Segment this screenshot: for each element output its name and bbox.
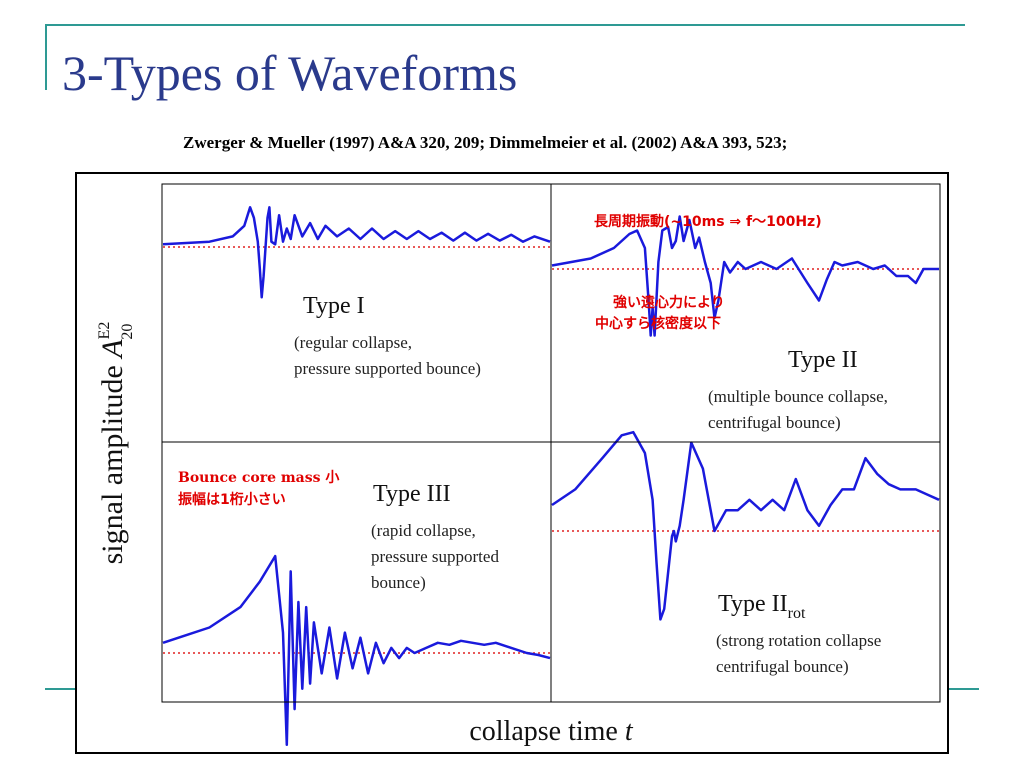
panel-desc-type-3-0: (rapid collapse, <box>371 521 476 540</box>
figure-frame: Type I (regular collapse, pressure suppor… <box>75 172 949 754</box>
bottom-right-accent-line <box>949 688 979 690</box>
panel-label-type-2-rot: Type IIrot <box>718 591 806 622</box>
waveform-type-2-0 <box>551 215 939 337</box>
top-accent-line <box>45 24 965 26</box>
left-accent-line <box>45 24 47 90</box>
waveform-figure: Type I (regular collapse, pressure suppor… <box>96 183 941 747</box>
x-axis-label: collapse time t <box>469 716 634 747</box>
panel-desc-type-1-1: pressure supported bounce) <box>294 359 481 378</box>
panel-type-2: Type II (multiple bounce collapse, centri… <box>551 215 939 432</box>
panel-label-type-2: Type II <box>788 347 858 373</box>
annotation-centrifugal-2: 中心すら核密度以下 <box>595 315 721 332</box>
panel-type-3: Type III (rapid collapse, pressure suppor… <box>162 481 551 747</box>
annotation-type3-1: Bounce core mass 小 <box>178 470 339 486</box>
waveform-type-1-0 <box>162 206 551 299</box>
y-axis-label: signal amplitude AE2 20 <box>96 322 136 565</box>
panel-type-2-rot: Type IIrot (strong rotation collapse cent… <box>551 430 940 676</box>
annotation-period: 長周期振動(~10ms ⇒ f～100Hz) <box>594 213 822 230</box>
panel-desc-type-1-0: (regular collapse, <box>294 333 412 352</box>
annotation-type3-2: 振幅は1桁小さい <box>178 491 286 508</box>
panel-desc-type-3-1: pressure supported <box>371 547 499 566</box>
panel-type-1: Type I (regular collapse, pressure suppor… <box>162 206 551 378</box>
bottom-left-accent-line <box>45 688 75 690</box>
waveform-type-3-0 <box>162 554 551 747</box>
panel-label-type-3: Type III <box>373 481 451 507</box>
annotation-centrifugal-1: 強い遠心力により <box>613 294 725 311</box>
panel-label-type-1: Type I <box>303 293 365 319</box>
panel-desc-type-2-0: (multiple bounce collapse, <box>708 387 888 406</box>
waveform-type-2-rot-0 <box>551 430 940 621</box>
panel-desc-type-2-rot-1: centrifugal bounce) <box>716 657 849 676</box>
citation: Zwerger & Mueller (1997) A&A 320, 209; D… <box>183 133 788 152</box>
slide-title: 3-Types of Waveforms <box>62 45 518 101</box>
panel-desc-type-2-1: centrifugal bounce) <box>708 413 841 432</box>
panel-desc-type-3-2: bounce) <box>371 573 426 592</box>
panel-desc-type-2-rot-0: (strong rotation collapse <box>716 631 881 650</box>
